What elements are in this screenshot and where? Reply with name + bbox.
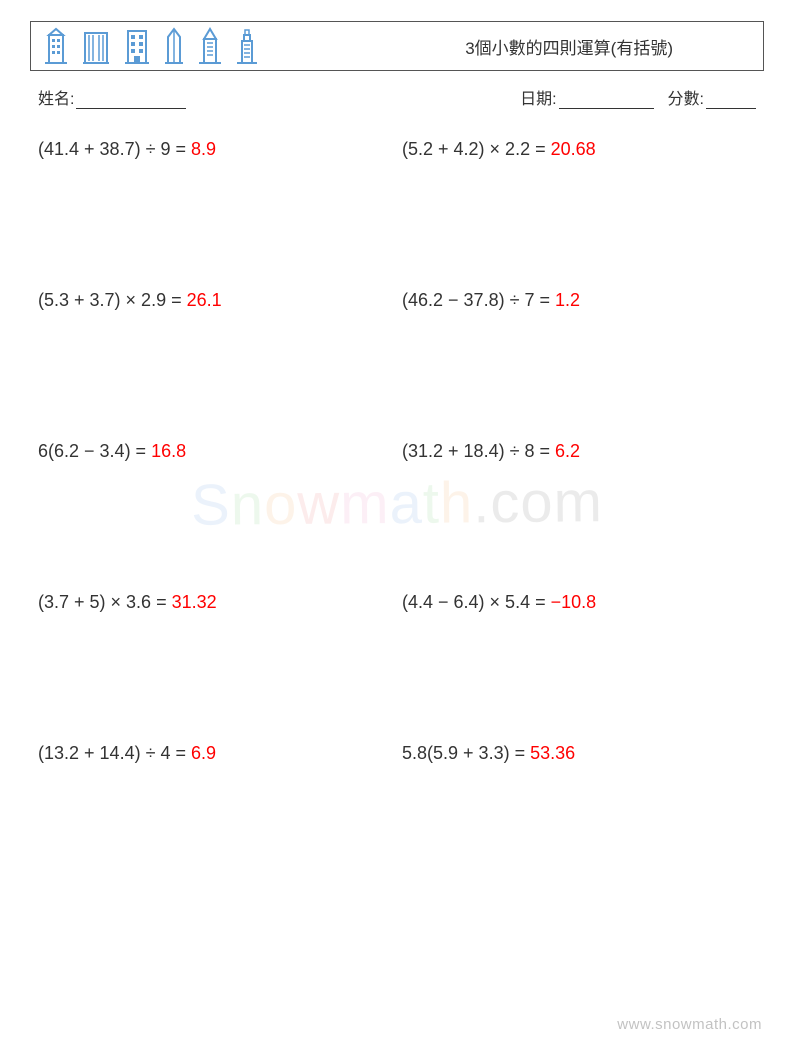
name-blank [76,108,186,109]
problem-expression: (5.3 + 3.7) × 2.9 = [38,290,187,310]
problem-answer: 1.2 [555,290,580,310]
worksheet-title: 3個小數的四則運算(有括號) [465,34,673,59]
problem-expression: (13.2 + 14.4) ÷ 4 = [38,743,191,763]
building-icon [81,27,111,65]
score-blank [706,108,756,109]
problem-item: (41.4 + 38.7) ÷ 9 = 8.9 [38,139,392,160]
name-field: 姓名: [38,85,186,109]
problem-item: (4.4 − 6.4) × 5.4 = −10.8 [402,592,756,613]
info-row: 姓名: 日期: 分數: [30,71,764,109]
problem-expression: (46.2 − 37.8) ÷ 7 = [402,290,555,310]
problem-answer: 31.32 [172,592,217,612]
problem-item: (5.2 + 4.2) × 2.2 = 20.68 [402,139,756,160]
building-icon [235,27,259,65]
header-box: 3個小數的四則運算(有括號) [30,21,764,71]
problem-item: 6(6.2 − 3.4) = 16.8 [38,441,392,462]
problem-answer: 6.9 [191,743,216,763]
problems-grid: (41.4 + 38.7) ÷ 9 = 8.9 (5.2 + 4.2) × 2.2… [30,109,764,764]
problem-expression: (41.4 + 38.7) ÷ 9 = [38,139,191,159]
problem-item: (13.2 + 14.4) ÷ 4 = 6.9 [38,743,392,764]
problem-answer: −10.8 [551,592,597,612]
score-field: 分數: [668,85,756,109]
problem-item: 5.8(5.9 + 3.3) = 53.36 [402,743,756,764]
problem-answer: 16.8 [151,441,186,461]
problem-expression: (5.2 + 4.2) × 2.2 = [402,139,551,159]
problem-expression: (3.7 + 5) × 3.6 = [38,592,172,612]
problem-item: (31.2 + 18.4) ÷ 8 = 6.2 [402,441,756,462]
building-icon [163,27,185,65]
building-icon [43,27,69,65]
date-field: 日期: [520,85,653,109]
problem-expression: 5.8(5.9 + 3.3) = [402,743,530,763]
problem-item: (46.2 − 37.8) ÷ 7 = 1.2 [402,290,756,311]
problem-answer: 8.9 [191,139,216,159]
name-label: 姓名: [38,91,74,108]
problem-answer: 20.68 [551,139,596,159]
problem-answer: 6.2 [555,441,580,461]
info-right: 日期: 分數: [520,85,756,109]
building-icon [123,27,151,65]
date-label: 日期: [520,91,556,108]
problem-answer: 26.1 [187,290,222,310]
problem-expression: 6(6.2 − 3.4) = [38,441,151,461]
footer-url: www.snowmath.com [617,1016,762,1033]
problem-item: (3.7 + 5) × 3.6 = 31.32 [38,592,392,613]
building-icon [197,27,223,65]
problem-item: (5.3 + 3.7) × 2.9 = 26.1 [38,290,392,311]
worksheet-page: 3個小數的四則運算(有括號) 姓名: 日期: 分數: (41.4 + 38.7)… [0,0,794,764]
problem-expression: (4.4 − 6.4) × 5.4 = [402,592,551,612]
score-label: 分數: [668,91,704,108]
problem-answer: 53.36 [530,743,575,763]
date-blank [559,108,654,109]
building-icons [43,27,259,65]
problem-expression: (31.2 + 18.4) ÷ 8 = [402,441,555,461]
